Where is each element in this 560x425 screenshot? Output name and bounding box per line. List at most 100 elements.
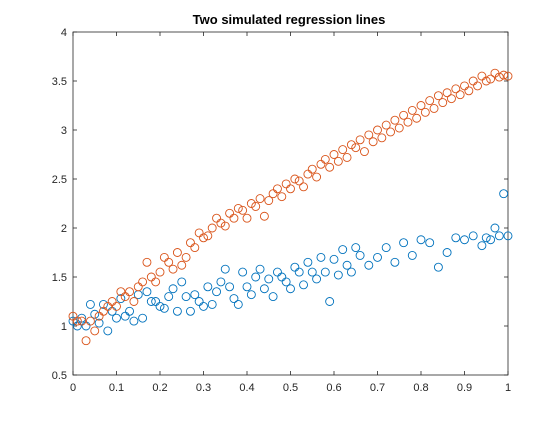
data-point-series-2 (477, 71, 487, 81)
data-point-series-2 (177, 260, 187, 270)
plot-area: 0 0.1 0.2 0.3 0.4 0.5 0.6 0.7 0.8 0.9 1 0.5 1 1.5 2 2.5… (52, 27, 513, 394)
data-point-series-2 (151, 277, 161, 287)
data-point-series-2 (294, 176, 304, 186)
data-point-series-1 (338, 245, 348, 255)
data-point-series-1 (116, 294, 126, 304)
data-point-series-1 (277, 272, 287, 282)
data-point-series-1 (355, 250, 365, 260)
chart-title: Two simulated regression lines (193, 12, 386, 27)
data-point-series-2 (433, 91, 443, 101)
data-point-series-1 (351, 243, 361, 253)
data-point-series-2 (455, 90, 465, 100)
data-point-series-1 (220, 264, 230, 274)
data-point-series-1 (203, 282, 213, 292)
data-point-series-1 (94, 318, 104, 328)
data-point-series-1 (299, 280, 308, 290)
data-point-series-1 (246, 290, 256, 300)
data-point-series-2 (438, 98, 448, 108)
data-point-series-1 (199, 301, 208, 311)
data-point-series-2 (181, 252, 191, 262)
data-point-series-1 (303, 257, 313, 267)
data-point-series-2 (138, 277, 148, 287)
axes-box (72, 31, 509, 376)
data-point-series-2 (403, 117, 413, 127)
data-point-series-2 (503, 71, 513, 81)
data-point-series-2 (307, 164, 317, 174)
data-point-series-1 (103, 326, 113, 336)
data-point-series-1 (407, 250, 417, 260)
data-point-series-2 (442, 88, 452, 98)
data-point-series-1 (294, 267, 304, 277)
data-point-series-1 (207, 299, 217, 309)
data-point-series-2 (286, 184, 295, 194)
data-point-series-2 (407, 105, 417, 115)
x-tick-label: 0.5 (283, 382, 298, 394)
data-point-series-1 (316, 252, 326, 262)
data-point-series-1 (281, 277, 291, 287)
data-point-series-1 (381, 243, 391, 253)
data-point-series-1 (242, 282, 252, 292)
data-point-series-2 (112, 301, 121, 311)
data-point-series-1 (81, 321, 91, 331)
data-point-series-2 (425, 96, 435, 106)
data-point-series-2 (447, 94, 456, 104)
data-point-series-1 (181, 292, 191, 302)
data-point-series-2 (107, 297, 117, 306)
data-point-series-1 (425, 238, 435, 248)
data-point-series-1 (503, 231, 513, 241)
data-point-series-2 (229, 213, 239, 223)
data-point-series-1 (229, 294, 239, 304)
y-tick-label: 2 (61, 223, 67, 235)
data-point-series-2 (72, 316, 82, 326)
data-point-series-1 (320, 267, 330, 277)
data-point-series-2 (264, 196, 274, 206)
data-point-series-1 (168, 284, 178, 294)
data-point-series-2 (429, 103, 439, 113)
y-tick-label: 0.5 (52, 370, 67, 382)
data-point-series-2 (125, 287, 135, 297)
data-point-series-2 (355, 135, 365, 145)
data-point-series-1 (312, 274, 322, 284)
data-point-series-1 (490, 223, 500, 233)
data-point-series-2 (85, 316, 95, 326)
data-point-series-1 (155, 301, 165, 311)
data-point-series-2 (338, 145, 348, 155)
y-tick-label: 3 (61, 125, 67, 137)
data-point-series-2 (481, 76, 491, 86)
data-point-series-2 (360, 147, 369, 157)
data-point-series-2 (77, 316, 87, 326)
data-point-series-1 (146, 297, 156, 306)
data-point-series-1 (212, 287, 222, 297)
data-point-series-1 (129, 316, 139, 326)
data-point-series-1 (390, 257, 400, 267)
data-point-series-2 (320, 154, 330, 164)
data-point-series-2 (199, 233, 208, 243)
x-tick-label: 0.8 (413, 382, 428, 394)
y-tick-label: 1 (61, 321, 67, 333)
data-point-series-2 (168, 264, 178, 274)
data-point-series-2 (364, 130, 374, 140)
data-point-series-1 (177, 277, 187, 287)
data-point-series-2 (312, 172, 322, 182)
data-point-series-2 (207, 223, 217, 233)
data-point-series-2 (386, 127, 395, 137)
data-point-series-2 (299, 182, 308, 192)
data-point-series-2 (233, 203, 243, 213)
data-point-series-1 (194, 297, 204, 306)
data-point-series-1 (433, 262, 443, 272)
data-point-series-1 (190, 290, 200, 300)
data-point-series-1 (251, 272, 261, 282)
x-tick-label: 0 (70, 382, 76, 394)
data-point-series-1 (333, 270, 343, 280)
data-point-series-1 (159, 303, 169, 313)
data-point-series-2 (394, 123, 404, 133)
data-point-series-2 (351, 143, 361, 153)
data-point-series-2 (172, 248, 182, 257)
data-point-series-2 (220, 221, 230, 231)
data-point-series-2 (290, 174, 300, 184)
data-point-series-2 (142, 257, 152, 267)
data-point-series-2 (90, 326, 100, 336)
x-tick-label: 0.1 (109, 382, 124, 394)
data-point-series-2 (499, 70, 509, 80)
data-point-series-1 (138, 313, 148, 323)
